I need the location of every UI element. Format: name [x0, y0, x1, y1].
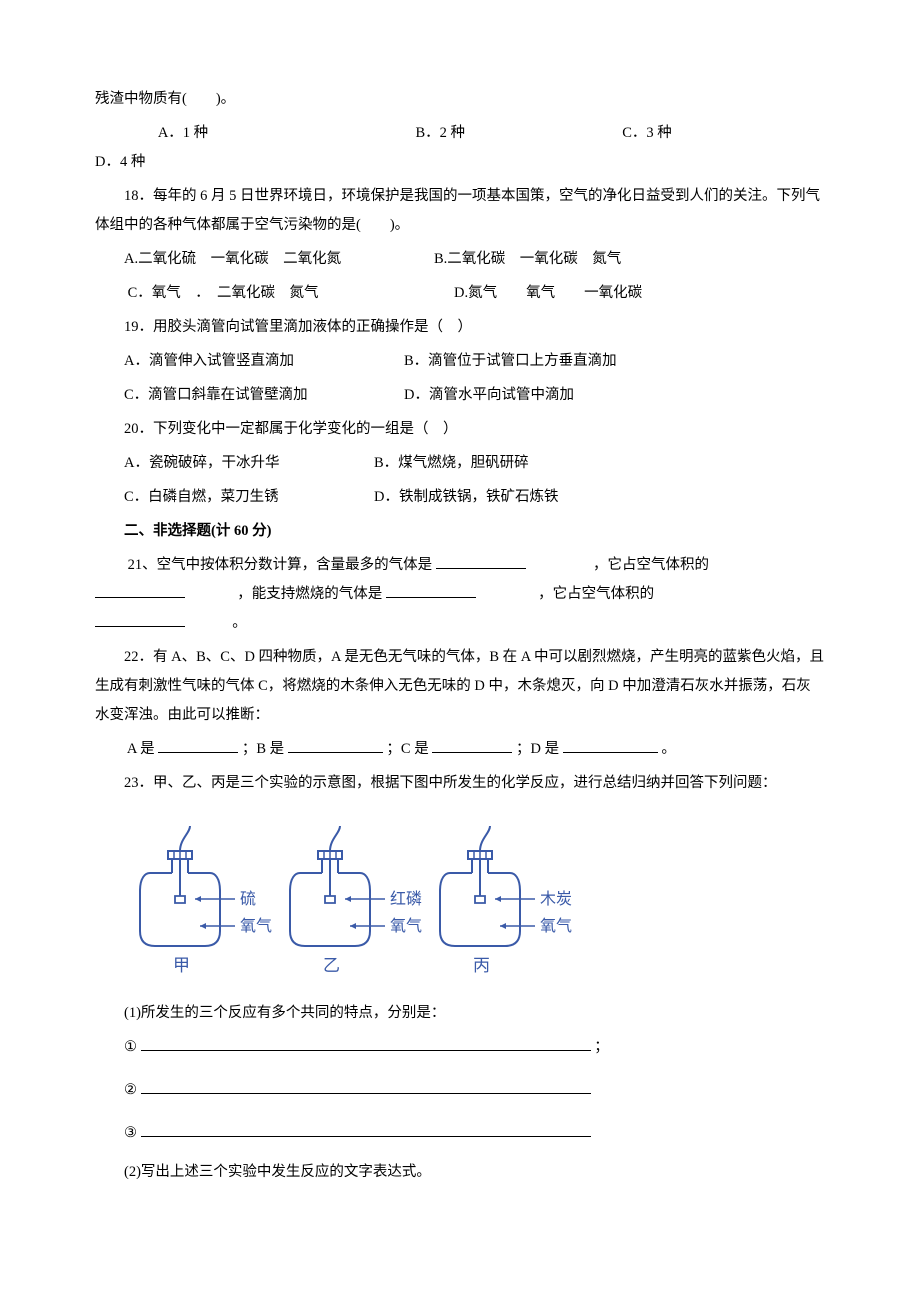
q22-answers: A 是 ；B 是 ；C 是 ；D 是 。	[95, 735, 825, 764]
q22-blank-c[interactable]	[432, 736, 512, 753]
diagram-label-o2-2: 氧气	[390, 917, 422, 935]
q17-opt-b: B．2 种	[415, 125, 465, 141]
q18-opt-a: A.二氧化硫 一氧化碳 二氧化氮	[124, 245, 434, 274]
q22-tail: 。	[661, 741, 676, 757]
q23-1: (1)所发生的三个反应有多个共同的特点，分别是：	[95, 999, 825, 1028]
q19-opt-d: D．滴管水平向试管中滴加	[404, 381, 574, 410]
q23-2: (2)写出上述三个实验中发生反应的文字表达式。	[95, 1158, 825, 1187]
q23-blank-2[interactable]	[141, 1077, 591, 1094]
diagram-label-redp: 红磷	[390, 890, 422, 908]
q22-d-label: ；D 是	[516, 741, 559, 757]
q22-blank-d[interactable]	[563, 736, 658, 753]
q23-mark-1: ①	[124, 1039, 137, 1055]
q21-part-e: 。	[232, 615, 247, 631]
q23-blank-1[interactable]	[141, 1034, 591, 1051]
q22-a-label: A 是	[127, 741, 155, 757]
q22-b-label: ；B 是	[242, 741, 284, 757]
q17-opt-d: D．4 种	[95, 154, 145, 170]
q22-blank-b[interactable]	[288, 736, 383, 753]
diagram-label-o2-3: 氧气	[540, 917, 572, 935]
diagram-label-jia: 甲	[173, 956, 190, 975]
diagram-label-bing: 丙	[473, 956, 490, 975]
q21-part-b: ，它占空气体积的	[593, 557, 709, 573]
diagram-label-yi: 乙	[323, 956, 340, 975]
q17-tail: 残渣中物质有( )。	[95, 85, 825, 114]
q18-stem: 18．每年的 6 月 5 日世界环境日，环境保护是我国的一项基本国策，空气的净化…	[95, 182, 825, 240]
q23-blank-3[interactable]	[141, 1120, 591, 1137]
q23-1-line3: ③	[95, 1119, 825, 1148]
q23-mark-3: ③	[124, 1125, 141, 1141]
q17-opt-a: A．1 种	[158, 125, 208, 141]
q19-opt-c: C．滴管口斜靠在试管壁滴加	[124, 381, 404, 410]
q23-1-line2: ②	[95, 1076, 825, 1105]
diagram-label-sulfur: 硫	[240, 890, 256, 908]
q23-1-tail: ；	[594, 1039, 609, 1055]
q21-part-a: 21、空气中按体积分数计算，含量最多的气体是	[128, 557, 433, 573]
q18-opt-b: B.二氧化碳 一氧化碳 氮气	[434, 245, 621, 274]
diagram-label-charcoal: 木炭	[540, 890, 572, 908]
q20-opt-a: A．瓷碗破碎，干冰升华	[124, 449, 374, 478]
q19-opt-a: A．滴管伸入试管竖直滴加	[124, 347, 404, 376]
q21-blank-1[interactable]	[436, 552, 526, 569]
q23-mark-2: ②	[124, 1082, 137, 1098]
q20-opt-b: B．煤气燃烧，胆矾研碎	[374, 449, 529, 478]
q21-blank-2[interactable]	[95, 581, 185, 598]
q23-diagram: 硫 氧气 红磷 氧气 木炭 氧气 甲 乙 丙	[135, 816, 825, 981]
q21-part-c: ，能支持燃烧的气体是	[237, 586, 382, 602]
q21-blank-3[interactable]	[386, 581, 476, 598]
q22-c-label: ；C 是	[386, 741, 428, 757]
q18-opt-c: C．氧气 ． 二氧化碳 氮气	[124, 279, 454, 308]
q20-stem: 20．下列变化中一定都属于化学变化的一组是（ ）	[95, 415, 825, 444]
q19-opt-b: B．滴管位于试管口上方垂直滴加	[404, 347, 617, 376]
q17-options: A．1 种 B．2 种 C．3 种 D．4 种	[95, 119, 825, 177]
q21-blank-4[interactable]	[95, 610, 185, 627]
q23-stem: 23．甲、乙、丙是三个实验的示意图，根据下图中所发生的化学反应，进行总结归纳并回…	[95, 769, 825, 798]
q21: 21、空气中按体积分数计算，含量最多的气体是 ，它占空气体积的 ，能支持燃烧的气…	[95, 551, 825, 638]
q17-opt-c: C．3 种	[622, 125, 672, 141]
q21-part-d: ，它占空气体积的	[538, 586, 654, 602]
q18-opt-d: D.氮气 氧气 一氧化碳	[454, 279, 642, 308]
q20-opt-d: D．铁制成铁锅，铁矿石炼铁	[374, 483, 558, 512]
q19-stem: 19．用胶头滴管向试管里滴加液体的正确操作是（ ）	[95, 313, 825, 342]
q23-1-line1: ① ；	[95, 1033, 825, 1062]
q22-stem: 22．有 A、B、C、D 四种物质，A 是无色无气味的气体，B 在 A 中可以剧…	[95, 643, 825, 730]
q20-opt-c: C．白磷自燃，菜刀生锈	[124, 483, 374, 512]
q22-blank-a[interactable]	[158, 736, 238, 753]
diagram-label-o2-1: 氧气	[240, 917, 272, 935]
section-2-heading: 二、非选择题(计 60 分)	[95, 517, 825, 546]
